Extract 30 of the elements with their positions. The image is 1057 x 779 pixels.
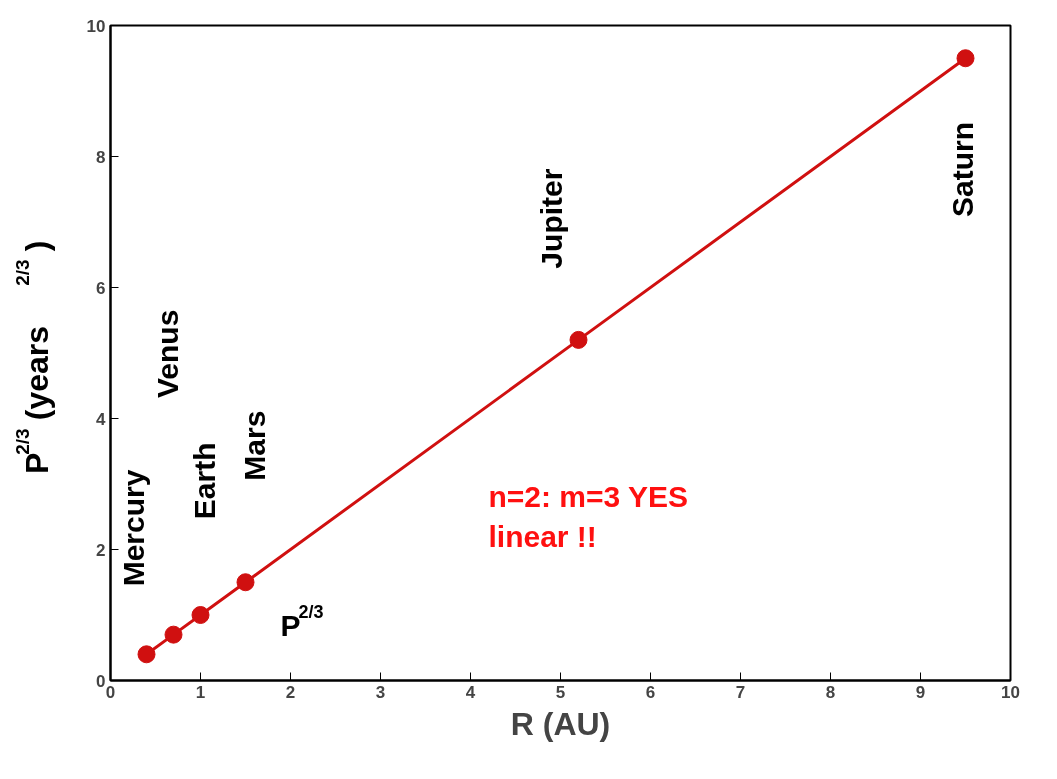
x-tick-label: 4 — [465, 682, 476, 702]
text: P2/3 (years2/3) — [11, 240, 55, 474]
point — [569, 330, 588, 349]
point — [236, 573, 255, 592]
y-tick-label: 2 — [96, 540, 106, 560]
y-tick-label: 4 — [96, 409, 107, 429]
annotation: Venus — [150, 309, 184, 398]
annotation: Jupiter — [535, 168, 568, 269]
point — [137, 645, 156, 664]
x-tick-label: 7 — [735, 682, 746, 702]
point — [191, 606, 210, 624]
x-tick-label: 3 — [375, 682, 386, 702]
point — [164, 625, 183, 644]
x-tick-label: 6 — [645, 682, 656, 702]
point — [956, 49, 975, 68]
x-tick-label: 8 — [825, 682, 836, 702]
annotation: Earth — [187, 442, 221, 520]
y-tick-label: 8 — [96, 147, 106, 167]
y-tick-label: 6 — [96, 278, 106, 298]
annotation: Mars — [238, 410, 271, 481]
x-tick-label: 2 — [285, 682, 296, 702]
x-tick-label: 5 — [555, 682, 566, 702]
annotation: Saturn — [946, 122, 980, 218]
x-tick-label: 1 — [195, 682, 206, 702]
x-tick-label: 10 — [1001, 682, 1020, 702]
annotation: Mercury — [116, 469, 150, 587]
x-axis-title: R (AU) — [510, 705, 611, 742]
x-tick-label: 9 — [915, 682, 926, 702]
annotation: n=2: m=3 YES linear !! — [488, 480, 689, 554]
y-tick-label: 10 — [86, 16, 106, 36]
